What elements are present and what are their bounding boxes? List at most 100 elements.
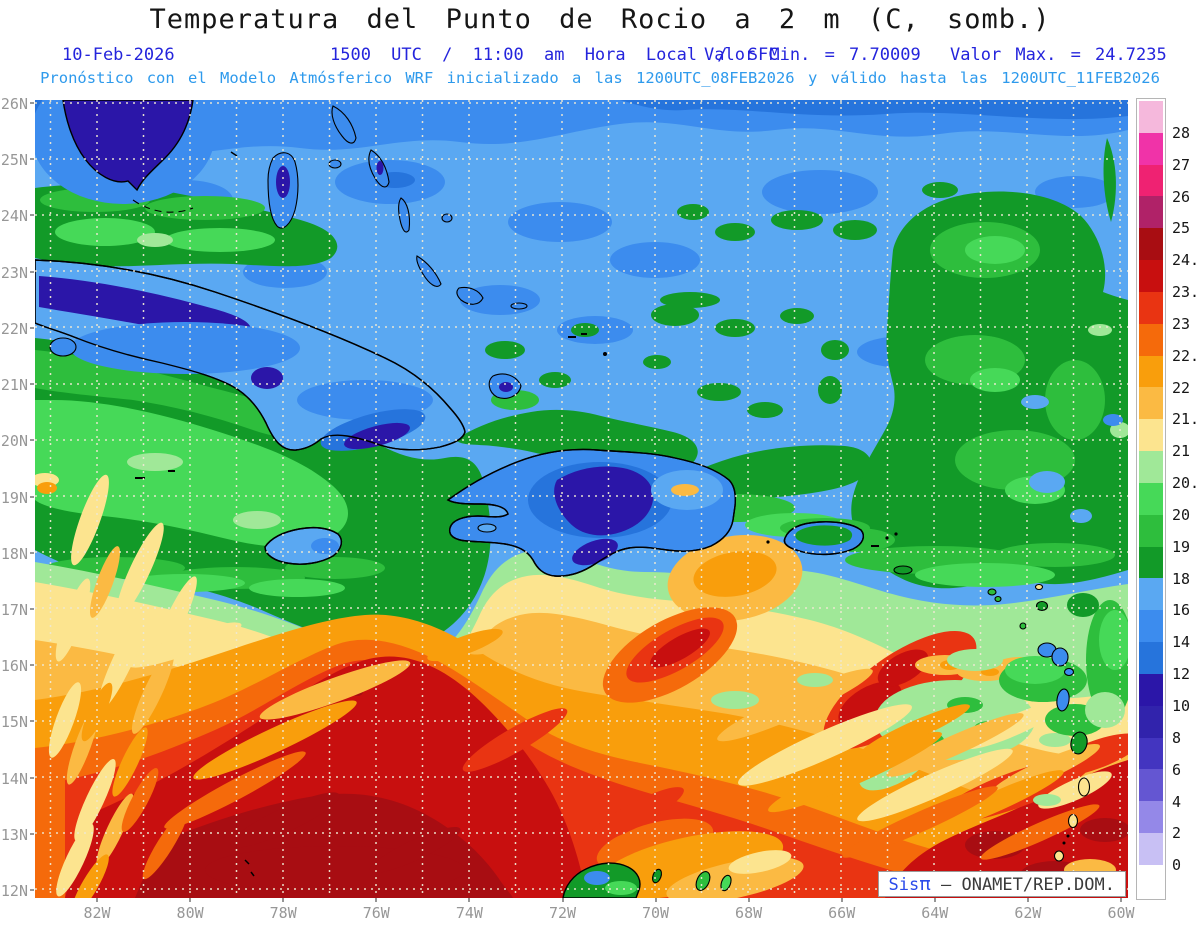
- lon-tick: [747, 898, 750, 902]
- max-value-label: Valor Max. = 24.7235: [950, 45, 1167, 65]
- colorbar-segment: [1139, 546, 1163, 579]
- gonave-island: [477, 523, 497, 533]
- lon-tick: [96, 898, 98, 902]
- colorbar-tick-label: 14: [1172, 633, 1191, 652]
- colorbar-tick-label: 0: [1172, 856, 1182, 875]
- colorbar-segment: [1139, 323, 1163, 356]
- lat-label: 19N: [0, 488, 28, 507]
- lon-label: 64W: [921, 904, 949, 922]
- lon-label: 78W: [269, 904, 297, 922]
- colorbar-tick-label: 24.5: [1172, 251, 1200, 270]
- lat-label: 14N: [0, 769, 28, 788]
- watermark-separator: –: [940, 875, 952, 895]
- colorbar-segment: [1139, 610, 1163, 643]
- model-info-line: Pronóstico con el Modelo Atmósferico WRF…: [40, 69, 1160, 87]
- lat-label: 26N: [0, 95, 28, 113]
- colorbar-tick-label: 10: [1172, 697, 1191, 715]
- colorbar-segment: [1139, 673, 1163, 706]
- lat-tick: [30, 102, 34, 104]
- lon-label: 76W: [362, 904, 390, 922]
- lon-tick: [1026, 898, 1029, 902]
- lat-tick: [30, 270, 34, 273]
- watermark: Sisπ – ONAMET/REP.DOM.: [877, 871, 1126, 897]
- martinique: [1070, 731, 1088, 755]
- florida-peninsula: [35, 100, 215, 213]
- lesser-antilles-islands: [987, 583, 1091, 862]
- lon-tick: [840, 898, 843, 902]
- antigua: [1035, 600, 1049, 612]
- colorbar-segment: [1139, 355, 1163, 388]
- lat-label: 13N: [0, 825, 28, 844]
- colorbar-segment: [1139, 705, 1163, 738]
- colorbar-segment: [1139, 387, 1163, 420]
- lat-tick: [30, 720, 34, 723]
- lon-tick: [375, 898, 378, 902]
- lat-tick: [30, 551, 34, 554]
- lat-label: 15N: [0, 713, 28, 732]
- colorbar-tick-label: 28: [1172, 123, 1191, 142]
- puerto-rico-island: [766, 521, 913, 575]
- colorbar-tick-label: 12: [1172, 665, 1191, 684]
- colorbar-segment: [1139, 482, 1163, 515]
- lat-label: 18N: [0, 544, 28, 563]
- colorbar-segment: [1139, 642, 1163, 674]
- curacao: [695, 871, 711, 891]
- colorbar-segment: [1139, 196, 1163, 229]
- colorbar-segment: [1139, 101, 1163, 133]
- mona-island: [766, 540, 770, 544]
- lon-tick: [189, 898, 192, 902]
- islands-layer: [35, 100, 1091, 898]
- lon-label: 60W: [1107, 904, 1135, 922]
- subtitle-row: 10-Feb-2026 1500 UTC / 11:00 am Hora Loc…: [0, 45, 1200, 67]
- lat-label: 24N: [0, 207, 28, 226]
- lat-tick: [30, 383, 34, 386]
- colorbar-segment: [1139, 514, 1163, 547]
- colorbar-tick-label: 8: [1172, 728, 1182, 747]
- colorbar-tick-label: 19: [1172, 537, 1191, 556]
- colorbar-tick-label: 21: [1172, 442, 1191, 461]
- colorbar-tick-label: 26: [1172, 187, 1191, 206]
- colorbar-segment: [1139, 833, 1163, 865]
- colorbar-segment: [1139, 578, 1163, 611]
- st-lucia: [1077, 777, 1091, 797]
- run-date: 10-Feb-2026: [62, 45, 175, 65]
- colorbar-segment: [1139, 801, 1163, 834]
- lat-label: 23N: [0, 263, 28, 282]
- colorbar-segment: [1139, 132, 1163, 165]
- colorbar-segment: [1139, 451, 1163, 483]
- lon-label: 82W: [83, 904, 111, 922]
- isla-juventud: [49, 337, 77, 357]
- lat-tick: [30, 439, 34, 442]
- lat-tick: [30, 607, 34, 610]
- lat-tick: [30, 832, 34, 835]
- page-title: Temperatura del Punto de Rocio a 2 m (C,…: [149, 4, 1051, 35]
- lat-tick: [30, 664, 34, 667]
- colorbar-tick-label: 4: [1172, 792, 1182, 811]
- lon-label: 74W: [455, 904, 483, 922]
- aruba: [651, 868, 663, 884]
- lon-tick: [561, 898, 564, 902]
- green-regions-north: [35, 138, 1116, 267]
- colorbar-tick-label: 2: [1172, 824, 1182, 843]
- colorbar-tick-label: 21.5: [1172, 410, 1200, 429]
- colorbar-segment: [1139, 769, 1163, 802]
- colorbar-tick-label: 22: [1172, 378, 1191, 397]
- lon-label: 80W: [176, 904, 204, 922]
- lat-tick: [30, 158, 34, 161]
- valid-time: 1500 UTC / 11:00 am Hora Local / SFC: [330, 45, 779, 65]
- colorbar-segment: [1139, 419, 1163, 452]
- colorbar: [1136, 98, 1166, 900]
- colorbar-segment: [1139, 291, 1163, 324]
- lon-tick: [654, 898, 657, 902]
- graticule-grid: [35, 100, 1128, 898]
- colorbar-segment: [1139, 228, 1163, 261]
- lat-tick: [30, 888, 34, 891]
- cuba-island: [35, 259, 466, 451]
- turks-islands: [603, 352, 607, 356]
- colorbar-tick-label: 20: [1172, 505, 1191, 524]
- lon-label: 68W: [735, 904, 763, 922]
- colorbar-segment: [1139, 737, 1163, 770]
- colorbar-segments: [1139, 101, 1163, 897]
- lon-label: 70W: [641, 904, 670, 922]
- lon-tick: [1120, 898, 1122, 902]
